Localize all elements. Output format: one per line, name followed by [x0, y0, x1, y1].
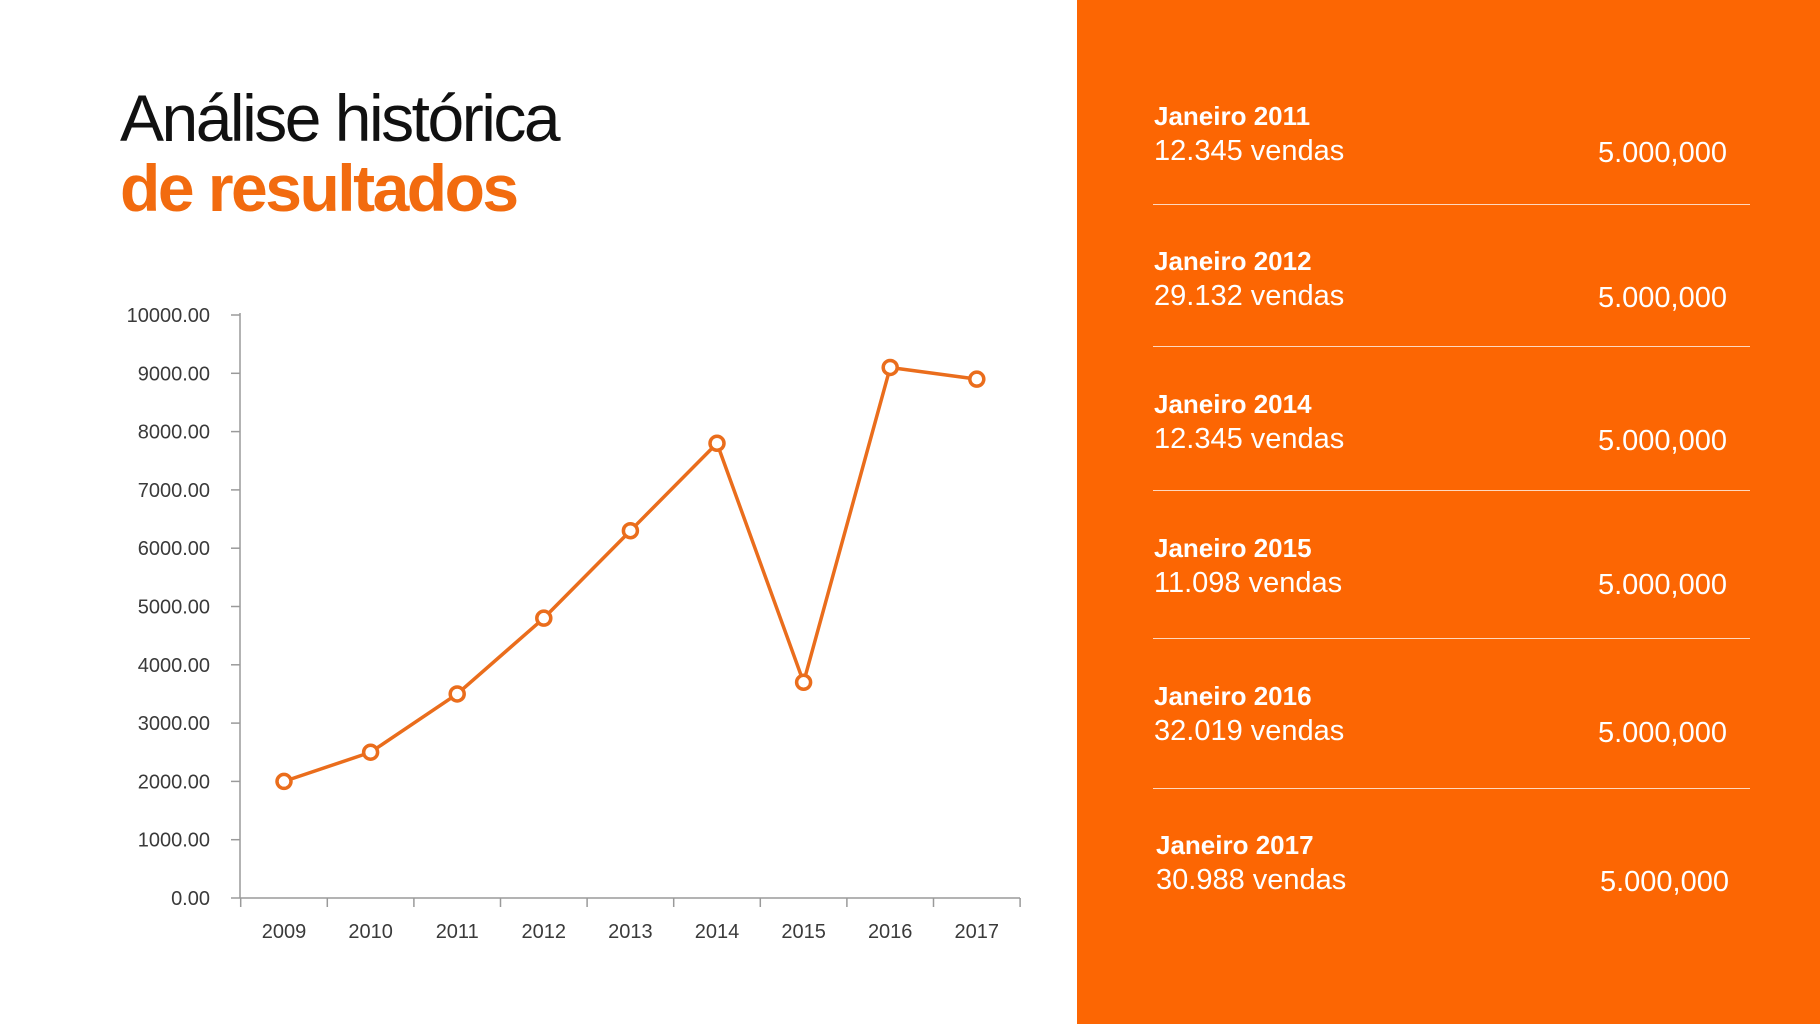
y-tick-label: 6000.00 — [138, 538, 210, 560]
data-point — [361, 743, 380, 761]
data-point — [535, 609, 553, 627]
entry-amount: 5.000,000 — [1597, 137, 1727, 169]
y-tick-label: 1000.00 — [138, 830, 210, 852]
entry-amount: 5.000,000 — [1597, 569, 1727, 601]
data-point — [881, 358, 899, 377]
entry-sales: 11.098 vendas — [1154, 567, 1343, 599]
y-tick-label: 3000.00 — [138, 713, 210, 735]
divider — [1153, 490, 1750, 491]
y-tick-label: 2000.00 — [138, 771, 210, 793]
data-point — [708, 434, 726, 453]
line-chart: 0.00 1000.00 2000.00 3000.00 4000.00 5000.00 6… — [127, 305, 1021, 943]
x-tick-label: 2015 — [781, 921, 826, 943]
data-point — [794, 673, 813, 692]
entry-label: Janeiro 2016 — [1154, 681, 1312, 711]
y-tick-label: 8000.00 — [138, 422, 210, 444]
entry-amount: 5.000,000 — [1599, 866, 1729, 898]
x-tick-label: 2011 — [436, 921, 479, 943]
results-panel: Janeiro 2011 12.345 vendas 5.000,000 Jan… — [1077, 0, 1820, 1024]
y-tick-label: 9000.00 — [138, 363, 210, 385]
x-tick-label: 2016 — [868, 921, 913, 943]
entry-label: Janeiro 2012 — [1154, 246, 1312, 276]
y-tick-label: 10000.00 — [127, 305, 210, 327]
data-point — [621, 521, 640, 540]
entry-sales: 29.132 vendas — [1154, 280, 1345, 312]
title-line-2: de resultados — [120, 151, 519, 225]
y-tick-label: 5000.00 — [138, 597, 210, 619]
x-tick-label: 2014 — [695, 921, 740, 943]
x-tick-label: 2009 — [262, 921, 307, 943]
x-tick-label: 2010 — [348, 921, 393, 943]
x-tick-label: 2012 — [522, 921, 567, 943]
entry-label: Janeiro 2011 — [1154, 101, 1311, 131]
entry-sales: 12.345 vendas — [1154, 423, 1345, 455]
x-tick-label: 2013 — [608, 921, 653, 943]
y-tick-label: 7000.00 — [138, 480, 210, 502]
entry-label: Janeiro 2014 — [1154, 389, 1312, 419]
entry-sales: 12.345 vendas — [1154, 135, 1345, 167]
divider — [1153, 788, 1750, 789]
y-tick-label: 4000.00 — [138, 655, 210, 677]
entry-sales: 32.019 vendas — [1154, 715, 1345, 747]
title-line-1: Análise histórica — [120, 81, 561, 155]
page-title: Análise histórica de resultados — [120, 81, 561, 225]
entry-sales: 30.988 vendas — [1156, 864, 1347, 896]
y-tick-label: 0.00 — [171, 888, 210, 910]
data-point — [968, 370, 986, 388]
divider — [1153, 638, 1750, 639]
entry-amount: 5.000,000 — [1597, 717, 1727, 749]
data-point — [448, 685, 466, 703]
divider — [1153, 204, 1750, 205]
entry-amount: 5.000,000 — [1597, 282, 1727, 314]
entry-label: Janeiro 2015 — [1154, 533, 1312, 563]
x-tick-label: 2017 — [955, 921, 1000, 943]
series-line — [283, 365, 978, 784]
entry-label: Janeiro 2017 — [1156, 830, 1314, 860]
divider — [1153, 346, 1750, 347]
data-point — [275, 772, 293, 791]
entry-amount: 5.000,000 — [1597, 425, 1727, 457]
